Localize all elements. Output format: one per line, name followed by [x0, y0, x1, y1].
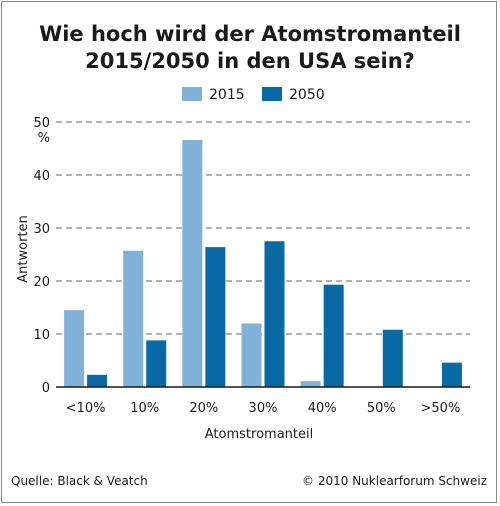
y-axis-unit: %	[38, 131, 50, 146]
legend-swatch-2050	[262, 87, 282, 101]
y-axis-label: Antworten	[16, 215, 31, 283]
legend: 2015 2050	[182, 87, 325, 103]
bars	[64, 140, 462, 387]
source-note: Quelle: Black & Veatch	[11, 474, 148, 488]
gridlines	[56, 121, 470, 335]
bar-2050	[382, 329, 403, 387]
bar-2050	[87, 374, 108, 387]
x-tick-label: 10%	[130, 401, 159, 416]
legend-label-2015: 2015	[209, 87, 245, 103]
y-tick-label: 40	[33, 169, 50, 184]
x-tick-label: 20%	[189, 401, 218, 416]
bar-2015	[123, 250, 144, 387]
bar-2050	[205, 247, 226, 387]
bar-2015	[241, 323, 262, 387]
bar-2050	[146, 340, 167, 387]
x-tick-label: 40%	[308, 401, 337, 416]
legend-label-2050: 2050	[289, 87, 325, 103]
y-tick-label: 50	[33, 116, 50, 131]
bar-2015	[182, 140, 203, 387]
legend-swatch-2015	[182, 87, 202, 101]
x-tick-label: 50%	[367, 401, 396, 416]
copyright-note: © 2010 Nuklearforum Schweiz	[302, 474, 487, 488]
x-tick-label: 30%	[249, 401, 278, 416]
bar-2015	[64, 310, 85, 387]
y-tick-label: 30	[33, 222, 50, 237]
x-tick-label: <10%	[66, 401, 106, 416]
x-tick-label: >50%	[421, 401, 461, 416]
bar-2050	[323, 284, 344, 387]
chart-title-line-2: 2015/2050 in den USA sein?	[85, 49, 415, 73]
x-tick-labels: <10% 10% 20% 30% 40% 50% >50%	[66, 401, 461, 416]
chart-title-line-1: Wie hoch wird der Atomstromanteil	[39, 22, 461, 46]
bar-2015	[300, 381, 321, 387]
y-tick-label: 0	[42, 381, 50, 396]
y-tick-label: 20	[33, 275, 50, 290]
y-tick-labels: 0 10 20 30 40 50	[33, 116, 50, 396]
x-axis-label: Atomstromanteil	[205, 427, 313, 442]
bar-2050	[264, 241, 285, 387]
bar-2050	[441, 362, 462, 387]
y-tick-label: 10	[33, 328, 50, 343]
